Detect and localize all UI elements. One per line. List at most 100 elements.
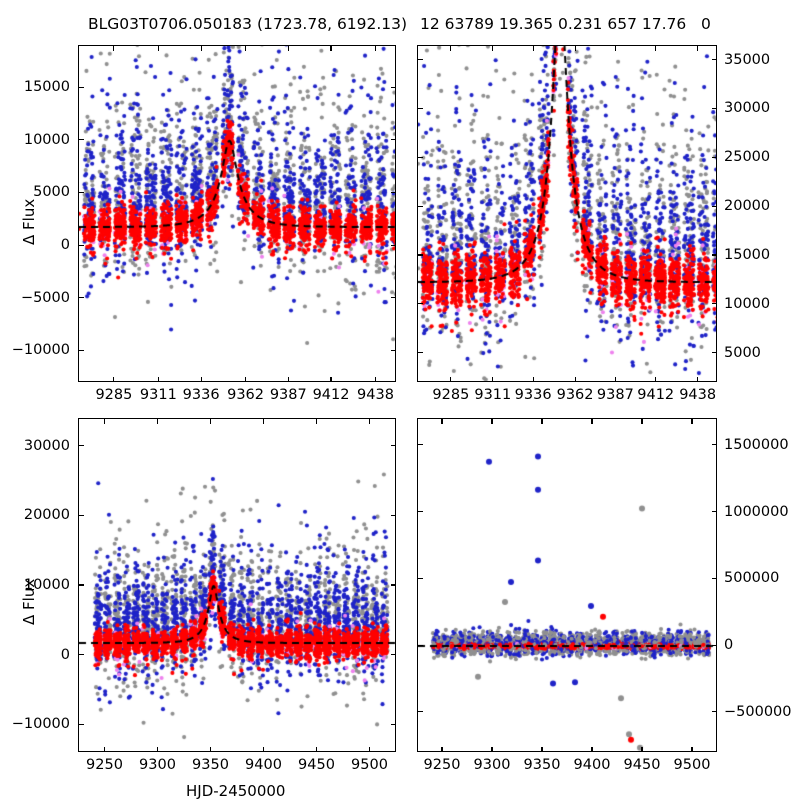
- x-tick-bottom_left: [262, 746, 265, 752]
- x-tick-bottom_right: [541, 746, 543, 752]
- x-tick-top-top_right: [532, 45, 534, 51]
- y-tick-right-top_left: [390, 191, 396, 193]
- y-tick-left-top_left: [78, 349, 84, 351]
- x-tick-top-top_right: [655, 45, 657, 51]
- y-tick-left-top_left: [78, 297, 84, 299]
- y-tick-label-top_right: 35000: [724, 51, 771, 68]
- x-tick-top-bottom_right: [591, 418, 593, 424]
- x-tick-top-top_right: [697, 45, 699, 51]
- y-tick-label-top_right: 5000: [724, 344, 761, 361]
- x-tick-label-top_right: 9311: [474, 387, 512, 403]
- panel-bottom-right-residual[interactable]: [417, 418, 717, 752]
- y-tick-left-bottom_right: [417, 577, 423, 579]
- y-tick-label-bottom_left: 10000: [23, 577, 70, 593]
- x-tick-bottom_right: [641, 746, 643, 752]
- x-tick-top_left: [287, 376, 289, 382]
- y-tick-right-bottom_right: [711, 711, 717, 713]
- x-tick-bottom_right: [691, 746, 693, 752]
- y-tick-right-bottom_left: [390, 514, 396, 516]
- y-tick-right-bottom_left: [390, 723, 396, 725]
- y-tick-right-top_right: [711, 254, 717, 256]
- y-tick-left-bottom_left: [78, 514, 84, 516]
- x-tick-bottom_left: [315, 746, 318, 752]
- panel-top-right-total-flux[interactable]: [417, 45, 717, 382]
- x-tick-top_left: [374, 376, 377, 382]
- x-tick-label-bottom_right: 9450: [623, 757, 661, 773]
- x-tick-label-bottom_right: 9400: [573, 757, 611, 773]
- y-tick-left-top_left: [78, 139, 84, 141]
- x-tick-top-top_left: [244, 45, 247, 51]
- x-tick-label-top_left: 9387: [269, 387, 307, 403]
- x-tick-bottom_right: [441, 746, 443, 752]
- x-tick-top_right: [614, 376, 616, 382]
- x-tick-label-bottom_left: 9450: [298, 757, 335, 773]
- y-tick-right-bottom_left: [390, 445, 396, 447]
- x-tick-label-top_right: 9387: [596, 387, 634, 403]
- x-tick-top-top_right: [450, 45, 452, 51]
- x-tick-top-bottom_right: [491, 418, 493, 424]
- y-tick-label-top_right: 20000: [724, 198, 771, 215]
- x-tick-label-top_left: 9412: [312, 387, 350, 403]
- y-tick-label-bottom_right: 500000: [724, 570, 780, 587]
- x-tick-bottom_left: [209, 746, 212, 752]
- x-tick-bottom_left: [103, 746, 106, 752]
- x-tick-top_left: [113, 376, 115, 382]
- x-tick-top_right: [574, 376, 576, 382]
- x-tick-label-bottom_right: 9300: [473, 757, 511, 773]
- y-tick-right-bottom_left: [390, 654, 396, 656]
- panel-bottom-left-full-delta-flux[interactable]: [78, 418, 396, 752]
- y-tick-label-bottom_right: 0: [724, 637, 734, 654]
- panel-top-left-delta-flux[interactable]: [78, 45, 396, 382]
- y-tick-right-top_right: [711, 303, 717, 305]
- x-tick-top-top_right: [614, 45, 616, 51]
- x-tick-top-bottom_right: [641, 418, 643, 424]
- x-tick-bottom_left: [368, 746, 371, 752]
- y-tick-right-bottom_right: [711, 444, 717, 446]
- y-tick-left-bottom_left: [78, 723, 84, 725]
- x-tick-top_right: [532, 376, 534, 382]
- x-tick-label-bottom_left: 9500: [351, 757, 388, 773]
- y-tick-right-top_left: [390, 86, 396, 88]
- x-tick-top_left: [200, 376, 202, 382]
- y-tick-left-bottom_right: [417, 711, 423, 713]
- y-tick-left-top_right: [417, 205, 423, 207]
- y-tick-right-bottom_right: [711, 510, 717, 513]
- x-tick-label-top_left: 9362: [227, 387, 264, 403]
- x-tick-label-top_left: 9311: [139, 387, 177, 403]
- x-tick-top_right: [492, 376, 494, 382]
- x-tick-top-bottom_left: [103, 418, 106, 424]
- x-tick-top-top_right: [492, 45, 494, 51]
- y-tick-left-top_left: [78, 244, 84, 246]
- y-tick-right-top_left: [390, 349, 396, 351]
- y-tick-right-top_right: [711, 352, 717, 354]
- y-tick-label-bottom_left: −10000: [11, 716, 70, 733]
- y-tick-left-bottom_left: [78, 445, 84, 447]
- y-tick-left-top_right: [417, 107, 423, 110]
- x-tick-top-bottom_left: [209, 418, 212, 424]
- scatter-canvas-top-right: [418, 46, 716, 381]
- y-tick-right-bottom_right: [711, 577, 717, 579]
- y-tick-label-bottom_left: 0: [60, 646, 70, 663]
- x-tick-top_left: [157, 376, 159, 382]
- panel-title-left: BLG03T0706.050183 (1723.78, 6192.13): [88, 15, 408, 33]
- x-tick-label-bottom_left: 9350: [192, 757, 229, 773]
- x-tick-label-bottom_right: 9250: [423, 757, 461, 773]
- y-tick-left-top_right: [417, 254, 423, 256]
- x-tick-top-top_left: [287, 45, 289, 51]
- y-tick-right-top_right: [711, 156, 717, 158]
- y-tick-label-bottom_right: 1500000: [724, 436, 789, 453]
- x-tick-label-top_right: 9362: [556, 387, 594, 403]
- y-tick-left-top_right: [417, 303, 423, 305]
- y-tick-right-top_right: [711, 59, 717, 61]
- y-tick-right-top_right: [711, 107, 717, 110]
- scatter-canvas-bottom-right: [418, 419, 716, 751]
- y-tick-right-bottom_right: [711, 644, 717, 646]
- y-tick-right-top_left: [390, 297, 396, 299]
- x-tick-top-bottom_right: [441, 418, 443, 424]
- x-tick-top_right: [655, 376, 657, 382]
- y-tick-label-top_left: 10000: [23, 131, 70, 148]
- x-tick-label-bottom_left: 9250: [86, 757, 123, 773]
- x-tick-label-bottom_right: 9500: [673, 757, 711, 773]
